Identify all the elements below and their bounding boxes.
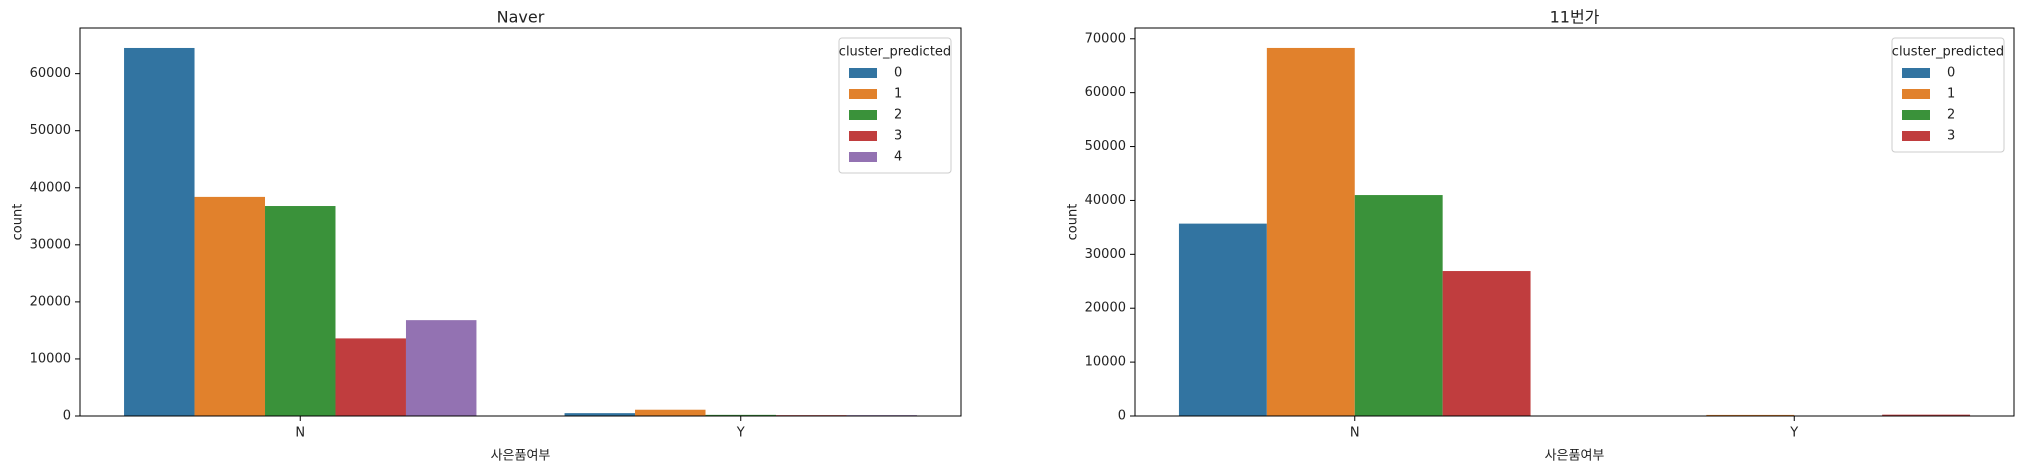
bar xyxy=(1178,223,1267,416)
legend-swatch xyxy=(1902,110,1930,120)
y-tick-label: 30000 xyxy=(1085,247,1126,262)
legend-title: cluster_predicted xyxy=(1892,45,2004,60)
legend-swatch xyxy=(1902,89,1930,99)
chart: 0 10000 20000 30000 40000 50000 60000 N Y Naver 사은… xyxy=(11,8,962,464)
x-tick-label: N xyxy=(295,426,305,441)
legend-label: 2 xyxy=(894,108,902,123)
y-tick-label: 70000 xyxy=(1085,31,1126,46)
y-tick-label: 40000 xyxy=(30,180,71,195)
bar xyxy=(1266,47,1355,416)
y-tick-label: 30000 xyxy=(30,237,71,252)
legend-swatch xyxy=(849,68,877,78)
bar xyxy=(1354,195,1443,416)
chart-title: 11번가 xyxy=(1550,8,1600,27)
y-tick-label: 10000 xyxy=(1085,355,1126,370)
legend-label: 2 xyxy=(1947,108,1955,123)
y-tick-label: 10000 xyxy=(30,351,71,366)
bar xyxy=(1442,271,1531,416)
y-tick-label: 40000 xyxy=(1085,193,1126,208)
bar xyxy=(1882,414,1971,416)
y-tick-label: 0 xyxy=(63,409,71,424)
legend-swatch xyxy=(849,152,877,162)
legend-swatch xyxy=(849,89,877,99)
legend-label: 4 xyxy=(894,150,902,165)
axes-frame xyxy=(79,27,962,417)
bar xyxy=(335,338,406,416)
y-tick-label: 0 xyxy=(1118,409,1126,424)
chart-title: Naver xyxy=(497,8,545,27)
y-tick-label: 50000 xyxy=(30,123,71,138)
bar xyxy=(564,413,636,416)
x-axis-label: 사은품여부 xyxy=(491,449,551,464)
legend-label: 0 xyxy=(1947,66,1955,81)
y-tick-label: 50000 xyxy=(1085,139,1126,154)
bar xyxy=(705,414,776,416)
x-tick-label: N xyxy=(1350,426,1360,441)
bar xyxy=(1706,414,1795,416)
x-axis-label: 사은품여부 xyxy=(1545,449,1605,464)
bar xyxy=(124,47,195,417)
legend-label: 3 xyxy=(1947,129,1955,144)
y-axis-label: count xyxy=(1066,204,1081,241)
bar xyxy=(635,409,706,416)
y-tick-label: 20000 xyxy=(1085,301,1126,316)
y-tick-label: 20000 xyxy=(30,294,71,309)
legend-box xyxy=(1891,37,2005,153)
legend-label: 3 xyxy=(894,129,902,144)
legend-label: 1 xyxy=(1947,87,1955,102)
y-axis-label: count xyxy=(11,204,26,241)
legend-swatch xyxy=(849,110,877,120)
axes-frame xyxy=(1134,27,2015,417)
y-tick-label: 60000 xyxy=(1085,85,1126,100)
y-tick-label: 60000 xyxy=(30,66,71,81)
x-tick-label: Y xyxy=(736,426,745,441)
legend-label: 1 xyxy=(894,87,902,102)
legend-swatch xyxy=(1902,68,1930,78)
legend-swatch xyxy=(1902,131,1930,141)
bar xyxy=(265,206,336,416)
legend-title: cluster_predicted xyxy=(839,45,951,60)
bar xyxy=(405,320,477,416)
legend-swatch xyxy=(849,131,877,141)
x-tick-label: Y xyxy=(1789,426,1798,441)
bar xyxy=(194,196,266,416)
legend-label: 0 xyxy=(894,66,902,81)
